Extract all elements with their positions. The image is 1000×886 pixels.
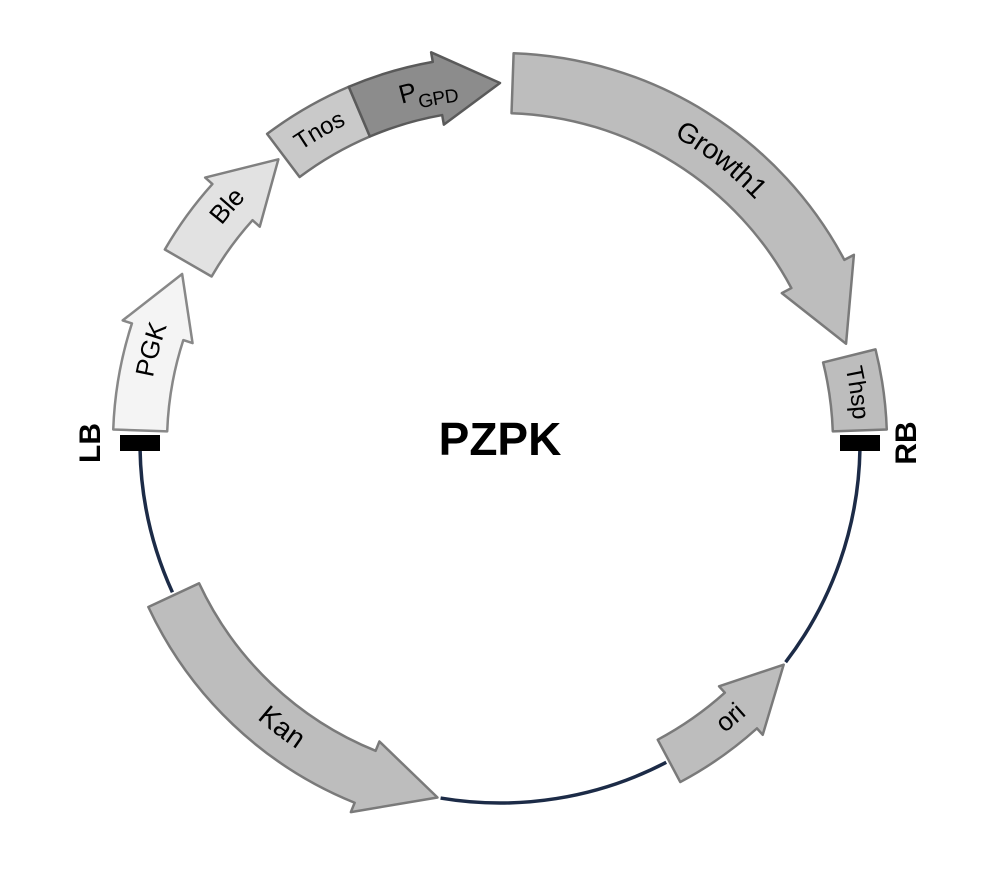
segment-pgk: PGK xyxy=(113,274,192,431)
plasmid-backbone xyxy=(140,449,172,592)
plasmid-name: PZPK xyxy=(439,413,562,465)
segment-thsp: Thsp xyxy=(823,349,887,431)
plasmid-backbone xyxy=(441,762,667,803)
segment-pgpd: PGPD xyxy=(349,52,500,136)
segment-ble: Ble xyxy=(165,159,279,276)
segment-ori: ori xyxy=(658,665,784,782)
plasmid-map: PGKBleTnosPGPDGrowth1ThsporiKanLBRBPZPK xyxy=(0,0,1000,886)
plasmid-backbone xyxy=(786,449,860,662)
segment-kan: Kan xyxy=(148,583,437,812)
segment-growth1: Growth1 xyxy=(512,53,854,344)
border-marker-lb-label: LB xyxy=(74,423,107,463)
border-marker-rb-label: RB xyxy=(890,421,923,464)
